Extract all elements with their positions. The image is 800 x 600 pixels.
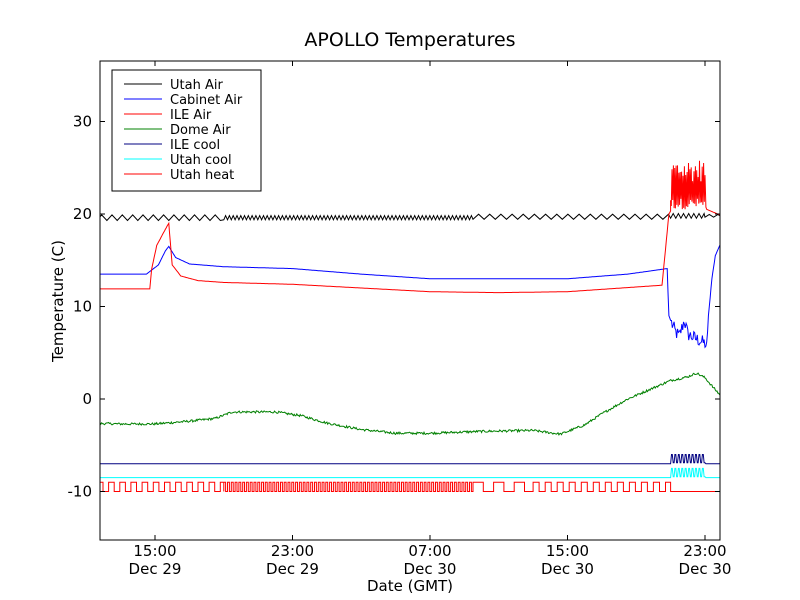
x-tick-label-date: Dec 30 [404, 560, 457, 578]
series-line-utah-air [100, 212, 720, 222]
series-line-ile-air [100, 160, 720, 294]
series-line-utah-heat [100, 481, 720, 492]
series-line-cabinet-air [100, 243, 720, 349]
plot-frame [99, 60, 721, 541]
x-tick-label-time: 23:00 [271, 542, 314, 560]
legend-label: Utah cool [170, 153, 232, 168]
y-tick-label: 0 [82, 390, 92, 408]
series-line-dome-air [100, 372, 720, 436]
x-tick-label-date: Dec 30 [679, 560, 732, 578]
y-tick-label: 20 [73, 205, 92, 223]
series-layer [100, 160, 720, 492]
legend-label: Utah heat [170, 168, 234, 183]
x-axis-label: Date (GMT) [367, 577, 453, 595]
legend-label: Dome Air [170, 123, 231, 138]
y-tick-label: -10 [68, 483, 93, 501]
series-line-ile-cool [100, 454, 720, 465]
x-tick-label-time: 07:00 [408, 542, 451, 560]
x-tick-label-date: Dec 29 [266, 560, 319, 578]
legend-label: ILE Air [170, 108, 212, 123]
x-tick-label-time: 15:00 [133, 542, 176, 560]
x-tick-label-time: 15:00 [546, 542, 589, 560]
legend-label: Cabinet Air [170, 93, 243, 108]
series-line-utah-cool [100, 467, 720, 479]
legend-label: Utah Air [170, 78, 223, 93]
x-tick-label-date: Dec 30 [541, 560, 594, 578]
y-axis-label: Temperature (C) [49, 240, 67, 363]
legend-box [111, 69, 262, 192]
x-tick-label-date: Dec 29 [129, 560, 182, 578]
x-tick-label-time: 23:00 [683, 542, 726, 560]
chart-title: APOLLO Temperatures [304, 29, 515, 51]
y-tick-label: 30 [73, 113, 92, 131]
legend-label: ILE cool [170, 138, 220, 153]
y-axis: 30 20 10 0 -10 [68, 113, 720, 501]
y-tick-label: 10 [73, 298, 92, 316]
